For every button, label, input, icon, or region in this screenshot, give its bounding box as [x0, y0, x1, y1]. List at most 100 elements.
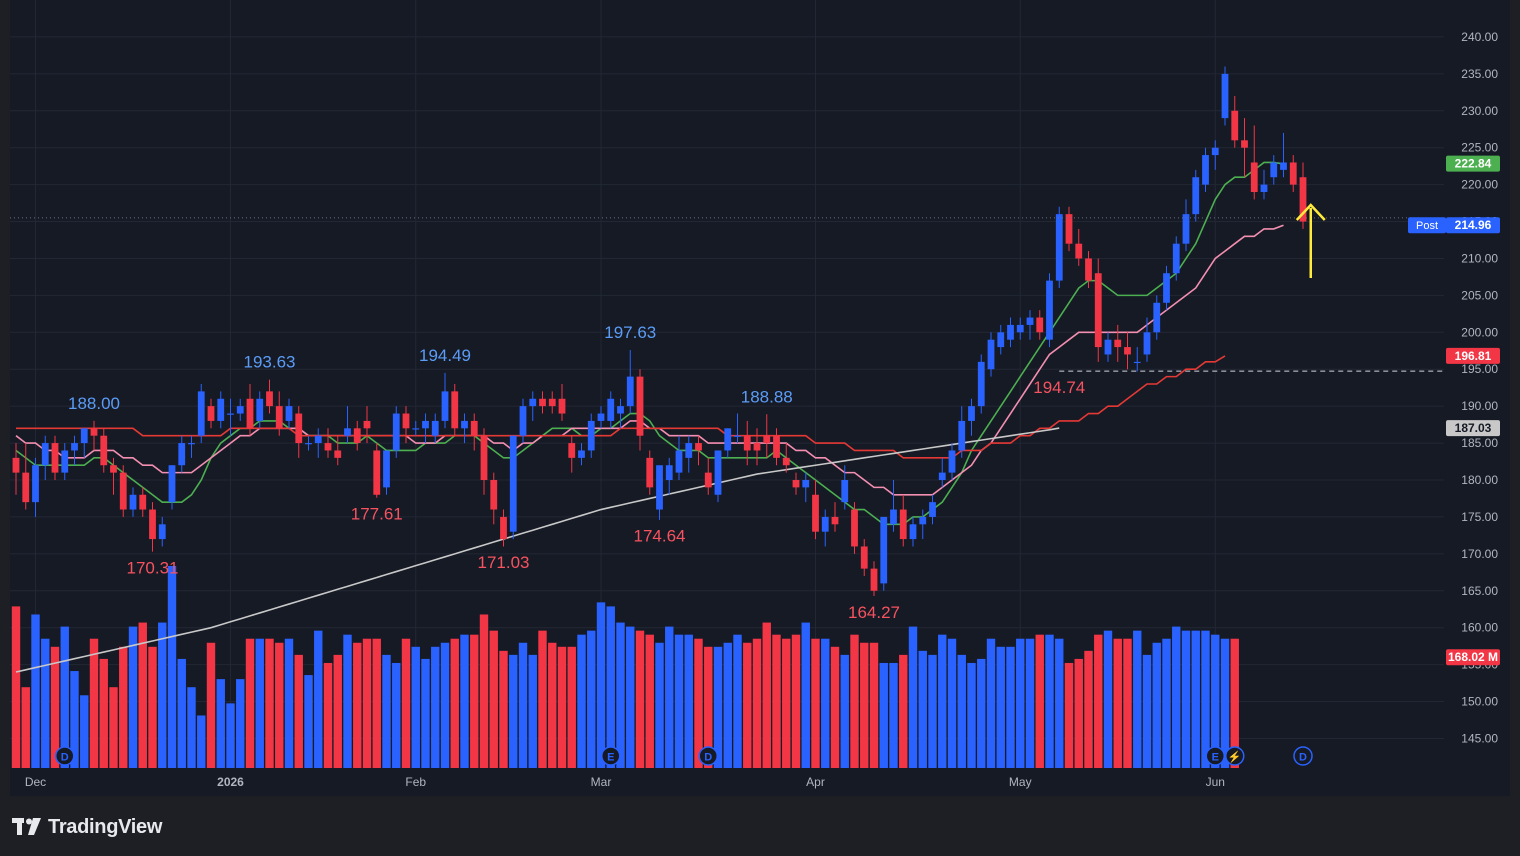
candle-body	[1065, 214, 1073, 244]
candle-body	[1299, 177, 1307, 222]
volume-bar	[460, 634, 469, 768]
y-axis-tick-label: 230.00	[1461, 104, 1498, 118]
volume-bar	[1191, 630, 1200, 768]
volume-bar	[1045, 634, 1054, 768]
high-price-label: 188.88	[741, 387, 793, 406]
y-axis-tick-label: 200.00	[1461, 325, 1498, 339]
candle-body	[110, 465, 117, 473]
candle-body	[1124, 347, 1131, 355]
candle-body	[178, 443, 186, 466]
y-axis-tick-label: 145.00	[1461, 731, 1498, 745]
candle-body	[71, 443, 78, 451]
candle-body	[314, 435, 322, 444]
candle-body	[812, 494, 819, 532]
candle-body	[1085, 258, 1092, 281]
x-axis-tick-label: Mar	[591, 775, 612, 789]
volume-bar	[411, 646, 420, 768]
volume-bar	[80, 695, 89, 768]
volume-bar	[772, 634, 781, 768]
candle-body	[646, 457, 654, 488]
y-axis-tick-label: 170.00	[1461, 547, 1498, 561]
volume-bar	[1025, 638, 1035, 768]
candle-body	[851, 509, 858, 547]
volume-bar	[889, 662, 898, 768]
candle-body	[509, 435, 517, 532]
y-axis-tick-label: 185.00	[1461, 436, 1498, 450]
volume-bar	[967, 662, 976, 768]
price-tag-label: 214.96	[1455, 218, 1492, 232]
candle-body	[158, 524, 166, 540]
y-axis-tick-label: 195.00	[1461, 362, 1498, 376]
price-tag	[1446, 649, 1500, 666]
volume-bar	[977, 658, 986, 768]
candle-body	[1270, 162, 1278, 178]
event-marker-letter: ⚡	[1228, 751, 1242, 764]
volume-bar	[908, 626, 918, 768]
tradingview-branding[interactable]: TradingView	[12, 812, 162, 842]
volume-bar	[548, 642, 557, 768]
volume-bar	[1220, 638, 1230, 768]
candle-body	[1241, 140, 1248, 148]
candle-body	[197, 391, 205, 436]
volume-bar	[1230, 638, 1239, 768]
candle-body	[119, 472, 127, 510]
volume-bar	[1113, 638, 1122, 768]
candle-body	[470, 420, 478, 436]
candle-body	[363, 420, 371, 429]
candle-body	[295, 413, 303, 444]
candle-body	[987, 339, 995, 370]
candle-body	[734, 435, 741, 437]
candle-body	[821, 516, 829, 532]
volume-bar	[752, 638, 762, 768]
volume-bar	[528, 654, 537, 768]
chart-frame[interactable]: 188.00 193.63 194.49 197.63 188.88 170.31 177.…	[10, 0, 1510, 796]
volume-bar	[275, 642, 284, 768]
candle-body	[207, 406, 215, 421]
y-axis-tick-label: 225.00	[1461, 141, 1498, 155]
price-tag-label: 196.81	[1455, 349, 1492, 363]
volume-bar	[70, 671, 79, 768]
volume-bar	[89, 638, 99, 768]
candle-body	[714, 450, 722, 495]
volume-bar	[1084, 650, 1093, 768]
volume-bar	[489, 630, 498, 768]
y-axis-tick-label: 240.00	[1461, 30, 1498, 44]
volume-bar	[704, 646, 713, 768]
volume-bar	[119, 646, 128, 768]
x-axis-tick-label: Jun	[1206, 775, 1225, 789]
candle-body	[1289, 162, 1297, 185]
candle-body	[519, 406, 527, 436]
candle-body	[149, 509, 156, 540]
candle-body	[90, 428, 98, 436]
candle-body	[61, 450, 69, 473]
candle-body	[1231, 110, 1239, 141]
candle-body	[383, 450, 390, 488]
candle-body	[344, 428, 351, 436]
volume-bar	[538, 630, 547, 768]
y-axis-tick-label: 165.00	[1461, 584, 1498, 598]
volume-bar	[665, 626, 674, 768]
x-axis-tick-label: May	[1009, 775, 1032, 789]
price-tag	[1446, 420, 1500, 437]
volume-bar	[860, 642, 869, 768]
volume-bar	[353, 642, 362, 768]
candle-body	[597, 413, 605, 421]
candle-body	[41, 443, 49, 466]
y-axis-tick-label: 205.00	[1461, 288, 1498, 302]
volume-bar	[879, 662, 888, 768]
candle-body	[665, 465, 673, 480]
volume-bar	[470, 634, 479, 768]
candle-body	[168, 465, 176, 503]
low-price-label: 164.27	[848, 603, 900, 622]
candle-body	[266, 391, 273, 407]
low-price-label: 174.64	[634, 527, 686, 546]
candle-body	[1260, 184, 1268, 192]
volume-bar	[41, 638, 50, 768]
candle-body	[860, 546, 868, 569]
event-marker-icon	[1205, 746, 1225, 766]
candlestick-chart[interactable]: 188.00 193.63 194.49 197.63 188.88 170.31 177.…	[10, 0, 1510, 796]
volume-bar	[1016, 638, 1025, 768]
volume-bar	[557, 646, 567, 768]
candle-body	[392, 413, 400, 451]
volume-bar	[255, 638, 264, 768]
